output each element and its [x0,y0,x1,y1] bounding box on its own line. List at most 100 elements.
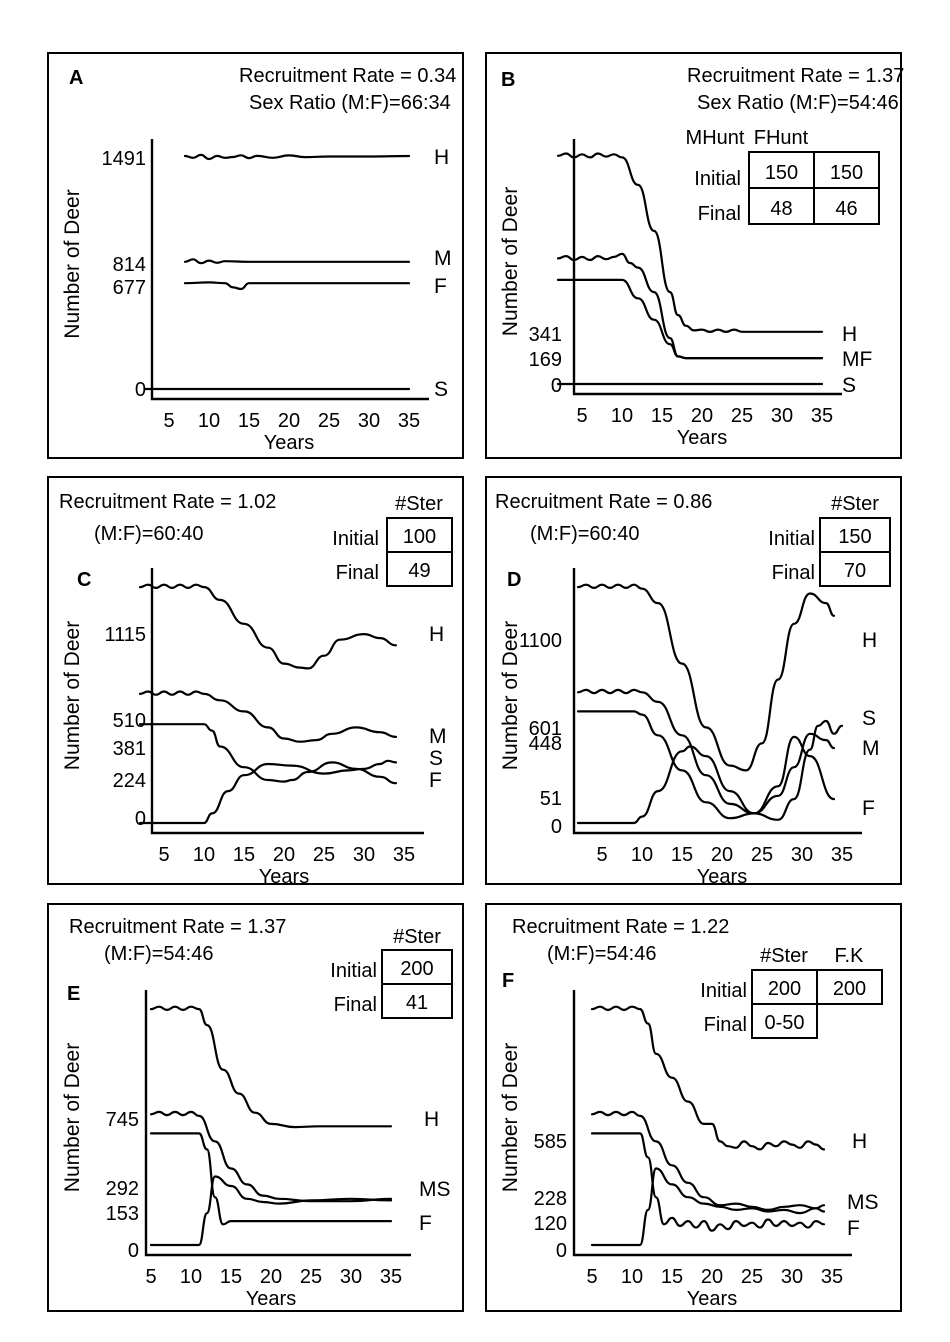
x-tick-label: 30 [791,844,813,866]
y-tick-label: 601 [529,718,562,740]
x-tick-label: 35 [821,1266,843,1288]
table-row-label: Final [704,1014,747,1036]
series-line-f [590,1132,826,1232]
table-cell-border [819,551,891,587]
table-cell-border [381,983,453,1019]
table-header: #Ster [760,945,808,967]
x-tick-label: 30 [771,405,793,427]
series-line-h [556,152,824,333]
y-tick-label: 0 [556,1240,567,1262]
series-label-f: F [862,797,875,820]
axes [144,990,411,1257]
y-axis-label: Number of Deer [499,621,522,770]
table-row-label: Initial [700,980,747,1002]
series-label-s: S [862,707,876,730]
x-tick-label: 25 [751,844,773,866]
x-tick-label: 10 [621,1266,643,1288]
x-tick-label: 15 [661,1266,683,1288]
series-line-f [556,278,824,360]
x-tick-label: 35 [398,410,420,432]
chart-title: Recruitment Rate = 1.37 [69,916,286,938]
table-cell-border [816,969,883,1005]
series-line-m [183,258,411,265]
table-cell: 46 [835,198,857,220]
x-tick-label: 30 [353,844,375,866]
y-tick-label: 814 [113,254,146,276]
x-tick-label: 10 [611,405,633,427]
series-label-h: H [424,1108,439,1131]
x-tick-label: 10 [198,410,220,432]
chart-a-svg: A Recruitment Rate = 0.34 Sex Ratio (M:F)=… [61,65,456,454]
y-axis-label: Number of Deer [61,1043,84,1192]
y-tick-label: 0 [551,816,562,838]
table-cell-border [751,1003,818,1039]
table-row-label: Initial [330,960,377,982]
table-row-label: Final [334,994,377,1016]
series-label-h: H [429,623,444,646]
table-header: F.K [835,945,865,967]
x-tick-label: 35 [811,405,833,427]
x-tick-label: 20 [278,410,300,432]
table-cell: 70 [844,560,866,582]
x-axis-label: Years [259,866,309,888]
series-line-f [576,710,836,820]
table-row-label: Initial [332,528,379,550]
y-axis-label: Number of Deer [499,187,522,336]
x-tick-label: 15 [233,844,255,866]
panel-letter-a: A [69,67,83,89]
chart-subtitle: (M:F)=54:46 [104,943,213,965]
y-tick-label: 745 [106,1109,139,1131]
x-tick-label: 25 [313,844,335,866]
table-row-label: Initial [694,168,741,190]
table-cell: 200 [833,978,866,1000]
x-tick-label: 5 [576,405,587,427]
series-label-h: H [842,323,857,346]
table-header: MHunt [686,127,745,149]
series-line-f [149,1132,393,1226]
table-header: #Ster [831,493,879,515]
chart-title: Recruitment Rate = 0.34 [239,65,456,87]
x-tick-label: 10 [193,844,215,866]
y-tick-label: 120 [534,1213,567,1235]
x-tick-label: 25 [300,1266,322,1288]
chart-title: Recruitment Rate = 1.02 [59,491,276,513]
table-row-label: Final [336,562,379,584]
x-tick-label: 20 [273,844,295,866]
x-axis-label: Years [677,427,727,449]
series-line-f [138,723,398,785]
x-tick-label: 30 [358,410,380,432]
table-cell: 48 [770,198,792,220]
series-line-f [183,281,411,291]
x-tick-label: 10 [180,1266,202,1288]
x-axis-label: Years [264,432,314,454]
series-line-m [556,252,824,360]
x-tick-label: 5 [145,1266,156,1288]
axes [572,139,842,396]
chart-subtitle: (M:F)=60:40 [530,523,639,545]
table-cell: 0-50 [764,1012,804,1034]
y-tick-label: 153 [106,1203,139,1225]
axes [572,568,862,835]
x-tick-label: 5 [158,844,169,866]
x-tick-label: 30 [340,1266,362,1288]
series-label-m: M [434,247,452,270]
table-cell-border [386,551,453,587]
series-label-h: H [434,146,449,169]
series-label-mf: MF [842,348,872,371]
y-tick-label: 1115 [104,624,146,646]
table-cell: 41 [406,992,428,1014]
table-header: #Ster [393,926,441,948]
panel-c: C Recruitment Rate = 1.02 (M:F)=60:40 5 10 15… [47,476,464,888]
axes [150,139,429,401]
panel-f: F Recruitment Rate = 1.22 (M:F)=54:46 5 10 15… [485,903,902,1312]
y-axis-label: Number of Deer [499,1043,522,1192]
table-header: #Ster [395,493,443,515]
x-tick-label: 15 [671,844,693,866]
series-line-s [590,1167,826,1247]
y-tick-label: 1491 [102,148,147,170]
panel-letter-e: E [67,983,80,1005]
axes [150,568,424,835]
chart-title: Recruitment Rate = 1.37 [687,65,904,87]
y-tick-label: 448 [529,733,562,755]
